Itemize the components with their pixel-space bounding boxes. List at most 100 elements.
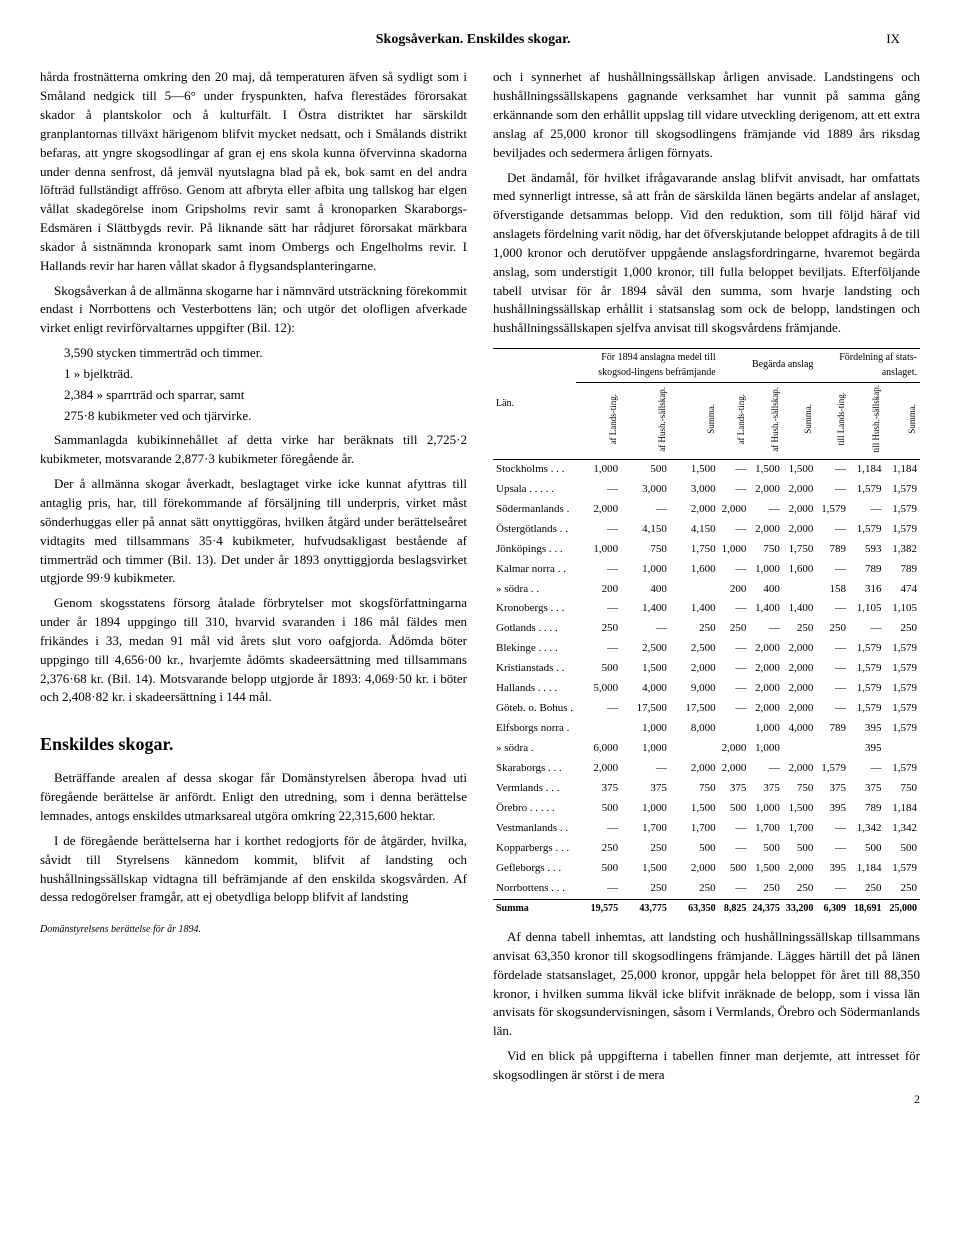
- table-cell: 2,000: [670, 659, 719, 679]
- table-cell: Kopparbergs . . .: [493, 839, 576, 859]
- table-cell: —: [719, 560, 750, 580]
- table-cell: 1,105: [884, 599, 920, 619]
- table-cell: 789: [816, 719, 849, 739]
- table-row: Jönköpings . . .1,0007501,7501,0007501,7…: [493, 540, 920, 560]
- table-cell: 1,184: [849, 459, 884, 479]
- table-cell: 1,600: [783, 560, 817, 580]
- table-cell: 1,400: [783, 599, 817, 619]
- table-cell: 43,775: [621, 899, 670, 918]
- table-body: Stockholms . . .1,0005001,500—1,5001,500…: [493, 459, 920, 899]
- table-cell: 200: [576, 580, 621, 600]
- paragraph: Af denna tabell inhemtas, att landsting …: [493, 928, 920, 1041]
- table-header: För 1894 anslagna medel till skogsod-lin…: [576, 349, 719, 383]
- table-cell: 18,691: [849, 899, 884, 918]
- table-cell: 1,000: [719, 540, 750, 560]
- table-cell: Norrbottens . . .: [493, 879, 576, 899]
- table-cell: 750: [670, 779, 719, 799]
- table-cell: 1,000: [576, 459, 621, 479]
- table-cell: —: [576, 639, 621, 659]
- table-row: Kopparbergs . . .250250500—500500—500500: [493, 839, 920, 859]
- table-cell: 1,600: [670, 560, 719, 580]
- table-cell: 8,000: [670, 719, 719, 739]
- table-cell: 375: [621, 779, 670, 799]
- table-cell: —: [849, 759, 884, 779]
- table-cell: 395: [816, 799, 849, 819]
- table-row: Gotlands . . . .250—250250—250250—250: [493, 619, 920, 639]
- table-cell: Elfsborgs norra .: [493, 719, 576, 739]
- table-cell: —: [816, 459, 849, 479]
- table-cell: 2,000: [749, 679, 783, 699]
- table-cell: —: [621, 619, 670, 639]
- table-cell: —: [719, 520, 750, 540]
- table-cell: 2,000: [749, 659, 783, 679]
- table-cell: 1,000: [576, 540, 621, 560]
- table-cell: 1,700: [670, 819, 719, 839]
- table-cell: —: [816, 560, 849, 580]
- table-cell: Vestmanlands . .: [493, 819, 576, 839]
- table-cell: 1,400: [749, 599, 783, 619]
- table-cell: 33,200: [783, 899, 817, 918]
- table-cell: 250: [621, 839, 670, 859]
- table-cell: 1,184: [884, 459, 920, 479]
- table-cell: Jönköpings . . .: [493, 540, 576, 560]
- table-cell: 1,000: [621, 719, 670, 739]
- table-cell: 4,150: [621, 520, 670, 540]
- table-cell: 9,000: [670, 679, 719, 699]
- header-center: Skogsåverkan. Enskildes skogar.: [376, 30, 571, 50]
- table-cell: 250: [670, 879, 719, 899]
- table-cell: —: [816, 819, 849, 839]
- table-cell: 1,184: [884, 799, 920, 819]
- table-cell: —: [849, 500, 884, 520]
- table-cell: Stockholms . . .: [493, 459, 576, 479]
- table-row: Vermlands . . .3753757503753757503753757…: [493, 779, 920, 799]
- table-cell: 1,000: [621, 799, 670, 819]
- table-cell: 1,400: [621, 599, 670, 619]
- table-cell: 17,500: [621, 699, 670, 719]
- table-row: Norrbottens . . .—250250—250250—250250: [493, 879, 920, 899]
- table-cell: 2,000: [719, 739, 750, 759]
- table-cell: —: [816, 659, 849, 679]
- table-subheader: till Lands-ting.: [816, 383, 849, 460]
- table-cell: [884, 739, 920, 759]
- table-cell: 375: [849, 779, 884, 799]
- table-cell: Hallands . . . .: [493, 679, 576, 699]
- table-group-header-row: Län. För 1894 anslagna medel till skogso…: [493, 349, 920, 383]
- table-cell: —: [576, 520, 621, 540]
- table-cell: 2,000: [719, 500, 750, 520]
- table-cell: 250: [884, 879, 920, 899]
- table-cell: 1,579: [884, 659, 920, 679]
- table-cell: 2,000: [670, 500, 719, 520]
- table-cell: 1,579: [884, 859, 920, 879]
- table-cell: 3,000: [621, 480, 670, 500]
- table-cell: 2,000: [670, 859, 719, 879]
- table-cell: 8,825: [719, 899, 750, 918]
- table-cell: 1,500: [783, 459, 817, 479]
- table-cell: 1,579: [884, 759, 920, 779]
- table-cell: —: [719, 639, 750, 659]
- table-cell: 250: [884, 619, 920, 639]
- table-cell: 1,579: [849, 699, 884, 719]
- table-cell: 1,579: [816, 759, 849, 779]
- table-row: Skaraborgs . . .2,000—2,0002,000—2,0001,…: [493, 759, 920, 779]
- table-cell: 395: [816, 859, 849, 879]
- table-cell: 1,750: [783, 540, 817, 560]
- table-cell: —: [719, 699, 750, 719]
- table-cell: —: [719, 879, 750, 899]
- table-row: Upsala . . . . .—3,0003,000—2,0002,000—1…: [493, 480, 920, 500]
- table-row: Vestmanlands . .—1,7001,700—1,7001,700—1…: [493, 819, 920, 839]
- table-cell: 1,579: [884, 719, 920, 739]
- table-cell: 1,579: [849, 520, 884, 540]
- table-cell: 1,500: [621, 659, 670, 679]
- table-cell: 395: [849, 739, 884, 759]
- table-row: » södra . .200400200400158316474: [493, 580, 920, 600]
- table-cell: 2,500: [670, 639, 719, 659]
- table-cell: » södra .: [493, 739, 576, 759]
- table-cell: Summa: [493, 899, 576, 918]
- table-header: Fördelning af stats-anslaget.: [816, 349, 920, 383]
- table-cell: 789: [849, 560, 884, 580]
- table-cell: —: [719, 659, 750, 679]
- table-cell: —: [816, 699, 849, 719]
- table-cell: —: [816, 520, 849, 540]
- table-cell: 4,000: [783, 719, 817, 739]
- table-cell: —: [749, 619, 783, 639]
